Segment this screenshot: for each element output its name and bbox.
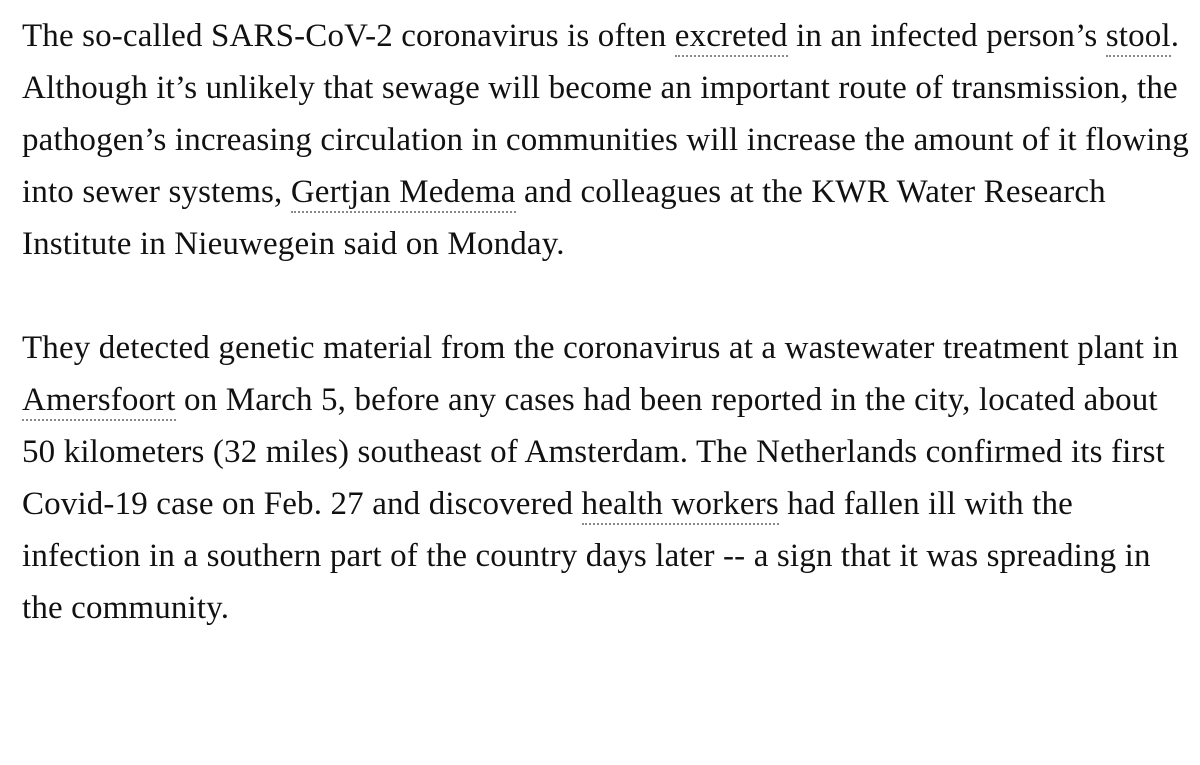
link-stool[interactable]: stool: [1105, 18, 1171, 57]
link-excreted[interactable]: excreted: [674, 18, 788, 57]
link-amersfoort[interactable]: Amersfoort: [22, 382, 176, 421]
paragraph-text: They detected genetic material from the …: [22, 330, 1179, 366]
link-health-workers[interactable]: health workers: [581, 486, 779, 525]
paragraph-text: had fallen ill with the infection in a s…: [22, 486, 1151, 626]
article-body: The so-called SARS-CoV-2 coronavirus is …: [22, 10, 1190, 634]
paragraph-text: on March 5, before any cases had been re…: [22, 382, 1165, 522]
paragraph-text: and colleagues at the KWR Water Research…: [22, 174, 1106, 262]
paragraph-text: in an infected person’s: [787, 18, 1106, 54]
article-paragraph-2: They detected genetic material from the …: [22, 322, 1190, 634]
article-paragraph-1: The so-called SARS-CoV-2 coronavirus is …: [22, 10, 1190, 270]
link-gertjan-medema[interactable]: Gertjan Medema: [290, 174, 516, 213]
paragraph-text: . Although it’s unlikely that sewage wil…: [22, 18, 1189, 210]
paragraph-text: The so-called SARS-CoV-2 coronavirus is …: [22, 18, 675, 54]
